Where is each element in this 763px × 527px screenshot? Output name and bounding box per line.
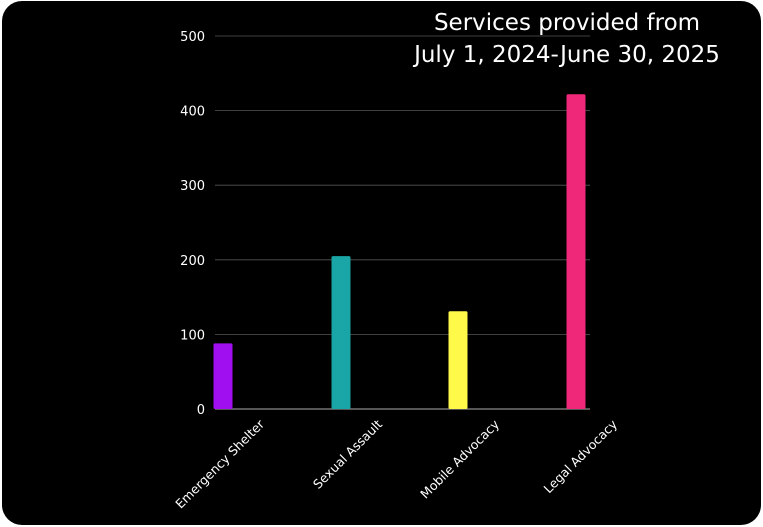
x-tick-label-sexual-assault: Sexual Assault xyxy=(310,416,385,491)
y-tick-label-300: 300 xyxy=(180,179,205,194)
x-axis-labels: Emergency Shelter Sexual Assault Mobile Ad… xyxy=(172,416,620,512)
y-tick-label-0: 0 xyxy=(197,403,205,418)
y-tick-label-200: 200 xyxy=(180,254,205,269)
chart-title: Services provided from July 1, 2024-June… xyxy=(382,7,752,71)
chart-title-line-2: July 1, 2024-June 30, 2025 xyxy=(414,42,720,68)
y-tick-label-500: 500 xyxy=(180,30,205,45)
x-tick-label-legal-advocacy: Legal Advocacy xyxy=(541,416,621,496)
x-tick-label-mobile-advocacy: Mobile Advocacy xyxy=(417,416,502,501)
x-tick-label-emergency-shelter: Emergency Shelter xyxy=(172,416,268,512)
y-tick-label-100: 100 xyxy=(180,328,205,343)
bar-mobile-advocacy xyxy=(448,311,468,409)
bar-sexual-assault xyxy=(331,256,351,409)
bar-emergency-shelter xyxy=(213,343,233,409)
bars xyxy=(213,94,586,410)
y-axis-ticks: 0 100 200 300 400 500 xyxy=(180,30,205,418)
grid-lines xyxy=(215,35,590,410)
chart-title-line-1: Services provided from xyxy=(433,10,701,36)
bar-legal-advocacy xyxy=(566,94,586,410)
y-tick-label-400: 400 xyxy=(180,105,205,120)
